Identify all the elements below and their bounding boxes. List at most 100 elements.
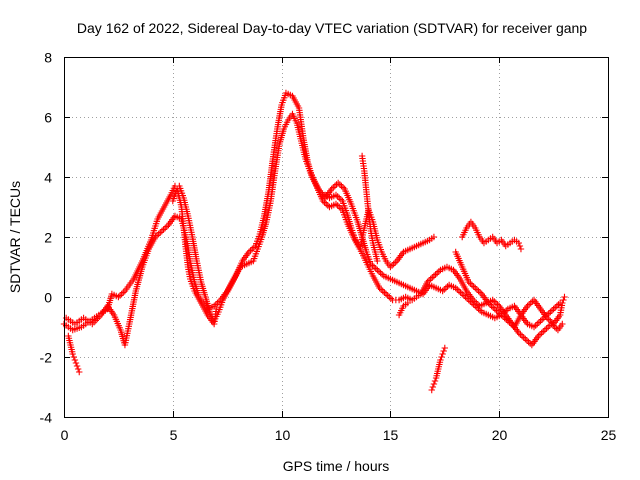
data-point [372, 265, 379, 272]
data-point [163, 223, 171, 230]
series-main-trace-a [60, 89, 564, 334]
y-tick-label: 6 [44, 110, 52, 126]
data-point [157, 229, 164, 236]
data-point [386, 293, 393, 301]
data-point [429, 274, 436, 281]
grid [64, 57, 608, 417]
data-point [338, 182, 345, 190]
data-point [155, 230, 162, 238]
series-isolated-17 [428, 344, 448, 394]
data-point [470, 283, 477, 290]
data-point [527, 299, 534, 307]
data-point [535, 319, 543, 326]
data-point [560, 296, 567, 304]
data-point [439, 350, 446, 358]
data-point [429, 383, 437, 391]
series-neg-tail-0 [65, 332, 83, 376]
data-point [536, 331, 544, 338]
data-point [440, 347, 447, 355]
data-point [73, 362, 81, 370]
data-point [544, 323, 552, 331]
data-point [247, 247, 254, 254]
data-point [428, 386, 435, 394]
data-point [70, 353, 77, 361]
data-point [441, 286, 448, 293]
data-point [523, 337, 531, 344]
data-point [390, 260, 397, 268]
data-point [455, 287, 463, 295]
data-point [72, 359, 80, 367]
data-point [116, 292, 124, 299]
data-point [559, 320, 566, 328]
data-point [404, 299, 412, 307]
data-point [525, 338, 532, 346]
data-point [550, 305, 557, 313]
data-point [518, 332, 526, 340]
x-tick-label: 25 [601, 427, 617, 443]
data-point [379, 287, 386, 295]
x-tick-label: 20 [492, 427, 508, 443]
data-point [74, 365, 82, 373]
data-point [541, 326, 549, 334]
data-point [375, 268, 383, 275]
series-main-trace-c [169, 185, 220, 328]
data-point [520, 334, 527, 341]
series-lower-trace-18-23 [452, 248, 568, 331]
data-point [522, 335, 529, 343]
data-point [334, 193, 341, 200]
ticks: 0 5 10 15 20 25 -4 -2 0 2 4 6 8 [40, 50, 617, 444]
series-upper-trace-18-21 [459, 218, 525, 253]
data-point [517, 245, 525, 253]
y-tick-label: -4 [40, 410, 53, 426]
data-point [431, 377, 439, 385]
data-point [430, 233, 438, 241]
data-point [547, 308, 554, 316]
data-point [158, 227, 166, 235]
data-point [561, 293, 568, 301]
data-point [430, 380, 438, 388]
data-point [441, 344, 448, 352]
data-point [468, 281, 476, 289]
data-point [475, 287, 482, 295]
x-tick-label: 10 [275, 427, 291, 443]
data-point [515, 239, 522, 247]
data-point [548, 307, 556, 314]
data-point [331, 182, 339, 190]
data-point [334, 202, 341, 209]
y-tick-label: 4 [44, 170, 52, 186]
data-point [552, 304, 559, 311]
data-point [457, 289, 464, 296]
x-tick-label: 0 [61, 427, 69, 443]
data-point [532, 322, 539, 329]
data-point [382, 290, 390, 298]
y-tick-label: -2 [40, 350, 53, 366]
data-point [459, 290, 466, 298]
data-point [69, 350, 76, 358]
data-point [473, 286, 481, 293]
data-point [427, 275, 434, 283]
data-point [472, 284, 479, 292]
data-point [213, 305, 220, 313]
data-point [559, 299, 566, 307]
data-point [160, 226, 167, 233]
data-point [538, 329, 545, 337]
data-point [374, 266, 381, 274]
data-point [120, 289, 127, 296]
data-point [438, 353, 445, 361]
data-point [392, 259, 399, 266]
y-axis-label: SDTVAR / TECUs [7, 181, 23, 293]
data-point [76, 368, 83, 376]
data-point [517, 331, 524, 338]
data-point [381, 289, 388, 296]
data-point [534, 320, 541, 328]
series-spike-13-7 [358, 152, 381, 265]
data-point [161, 224, 169, 232]
data-point [437, 356, 444, 364]
series-outlier-15 [395, 299, 412, 319]
data-point [525, 301, 533, 308]
data-point [555, 301, 562, 308]
data-point [374, 257, 381, 265]
data-point [433, 269, 441, 277]
